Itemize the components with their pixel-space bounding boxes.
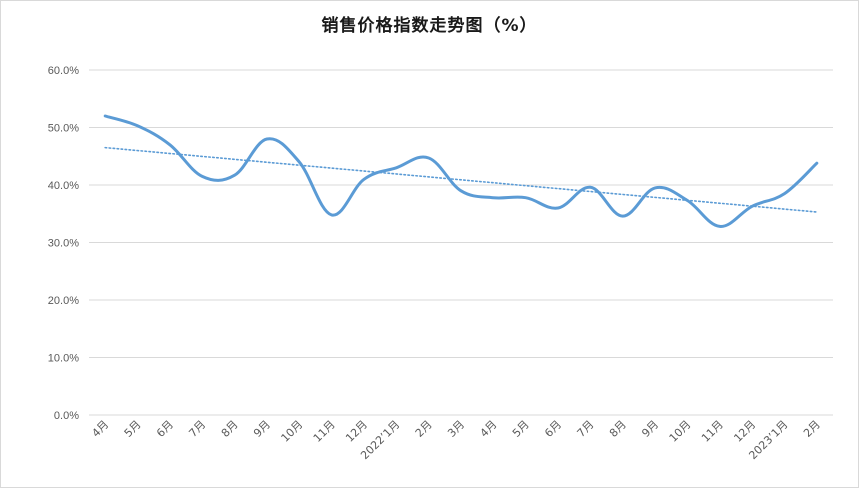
data-point (298, 161, 301, 164)
data-point (557, 207, 560, 210)
x-tick-label: 12月 (731, 418, 758, 445)
x-tick-label: 4月 (89, 418, 111, 440)
data-point (330, 213, 333, 216)
x-tick-label: 2月 (801, 418, 823, 440)
x-tick-label: 10月 (667, 418, 694, 445)
x-tick-label: 5月 (122, 418, 144, 440)
x-tick-label: 8月 (607, 418, 629, 440)
data-point (201, 175, 204, 178)
data-point (589, 186, 592, 189)
series-layer (103, 114, 819, 228)
x-tick-label: 9月 (251, 418, 273, 440)
data-point (168, 143, 171, 146)
x-tick-label: 10月 (279, 418, 306, 445)
data-point (783, 192, 786, 195)
data-point (686, 199, 689, 202)
data-point (460, 189, 463, 192)
y-tick-label: 20.0% (48, 295, 79, 307)
data-point (621, 215, 624, 218)
series-line (103, 114, 819, 228)
data-point (654, 186, 657, 189)
data-point (427, 156, 430, 159)
x-tick-label: 9月 (639, 418, 661, 440)
trendline (104, 146, 818, 213)
grid-layer (89, 69, 833, 416)
y-tick-label: 30.0% (48, 238, 79, 250)
data-point (104, 115, 107, 118)
trendline-layer (104, 146, 818, 213)
x-tick-label: 11月 (699, 418, 726, 445)
y-axis-ticks: 0.0% 10.0% 20.0% 30.0% 40.0% 50.0% 60.0% (48, 65, 79, 422)
y-tick-label: 60.0% (48, 65, 79, 77)
x-tick-label: 4月 (478, 418, 500, 440)
data-point (524, 196, 527, 199)
x-tick-label: 12月 (343, 418, 370, 445)
x-tick-label: 6月 (542, 418, 564, 440)
y-tick-label: 10.0% (48, 353, 79, 365)
x-tick-label: 7月 (186, 418, 208, 440)
x-tick-label: 11月 (311, 418, 338, 445)
data-point (233, 174, 236, 177)
data-point (265, 138, 268, 141)
x-tick-label: 8月 (219, 418, 241, 440)
y-tick-label: 0.0% (54, 410, 79, 422)
y-tick-label: 50.0% (48, 123, 79, 135)
data-point (395, 166, 398, 169)
chart-title: 销售价格指数走势图（%） (321, 16, 538, 36)
data-point (362, 178, 365, 181)
x-tick-label: 3月 (445, 418, 467, 440)
data-point (815, 162, 818, 165)
y-tick-label: 40.0% (48, 180, 79, 192)
data-point (136, 124, 139, 127)
x-tick-label: 7月 (575, 418, 597, 440)
x-tick-label: 2月 (413, 418, 435, 440)
data-point (718, 225, 721, 228)
data-point (751, 205, 754, 208)
data-point (492, 196, 495, 199)
x-tick-label: 5月 (510, 418, 532, 440)
x-tick-label: 6月 (154, 418, 176, 440)
